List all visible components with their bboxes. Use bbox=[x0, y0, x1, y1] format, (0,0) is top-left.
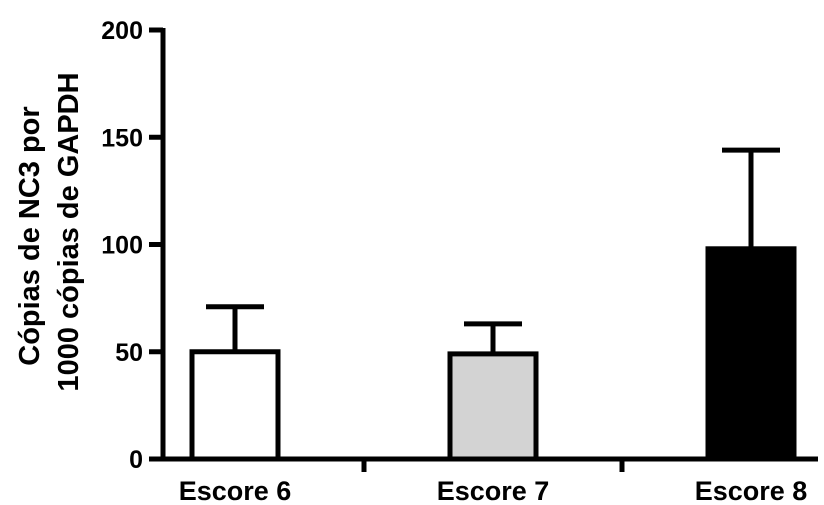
x-category-label: Escore 6 bbox=[179, 476, 292, 505]
x-category-label: Escore 7 bbox=[437, 476, 550, 505]
bar bbox=[447, 351, 539, 462]
y-tick-label: 200 bbox=[101, 17, 143, 45]
y-axis-title: Cópias de NC3 por 1000 cópias de GAPDH bbox=[14, 72, 85, 391]
bars bbox=[189, 147, 797, 462]
x-category-label: Escore 8 bbox=[695, 476, 808, 505]
labels: 0 50 100 150 200 Escore 6 Escore 7 Escore 8 bbox=[101, 17, 807, 505]
y-axis-title-line-2: 1000 cópias de GAPDH bbox=[53, 72, 85, 391]
bar bbox=[189, 349, 281, 462]
bar bbox=[705, 246, 797, 462]
y-axis-title-line-1: Cópias de NC3 por bbox=[14, 106, 46, 365]
y-tick-label: 100 bbox=[101, 232, 143, 260]
y-tick-label: 150 bbox=[101, 124, 143, 152]
y-tick-label: 50 bbox=[115, 339, 143, 367]
y-tick-label: 0 bbox=[129, 446, 143, 474]
